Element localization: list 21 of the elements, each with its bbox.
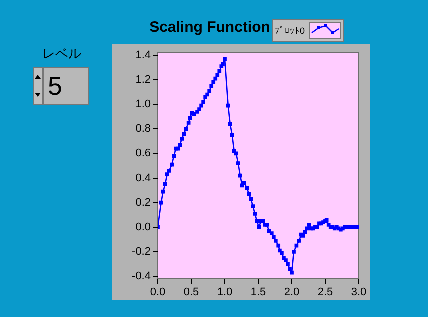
x-tick-label: 1.0 [217, 286, 233, 299]
y-tick-label: 1.0 [136, 98, 151, 111]
x-tick-label: 2.5 [318, 286, 334, 299]
x-tick-label: 3.0 [351, 286, 367, 299]
x-tick-label: 1.5 [250, 286, 266, 299]
y-tick-label: 1.4 [136, 49, 151, 62]
text: レベル [42, 45, 82, 63]
y-tick-label: 0.4 [136, 172, 151, 184]
legend-label: ﾌﾟﾛｯﾄ0 [275, 26, 306, 36]
y-tick-label: 0.8 [136, 123, 151, 136]
y-tick-label: 0.0 [136, 221, 151, 234]
x-tick-label: 0.5 [184, 286, 200, 299]
y-tick-label: -0.4 [132, 270, 151, 283]
x-tick-label: 0.0 [150, 286, 166, 299]
x-tick-label: 2.0 [284, 286, 300, 299]
y-tick-label: 1.2 [136, 74, 151, 86]
y-tick-label: 0.6 [136, 148, 151, 160]
chart-title: Scaling Function [150, 19, 270, 36]
text: 5 [43, 67, 89, 105]
y-tick-label: -0.2 [132, 246, 151, 258]
y-tick-label: 0.2 [136, 196, 151, 209]
